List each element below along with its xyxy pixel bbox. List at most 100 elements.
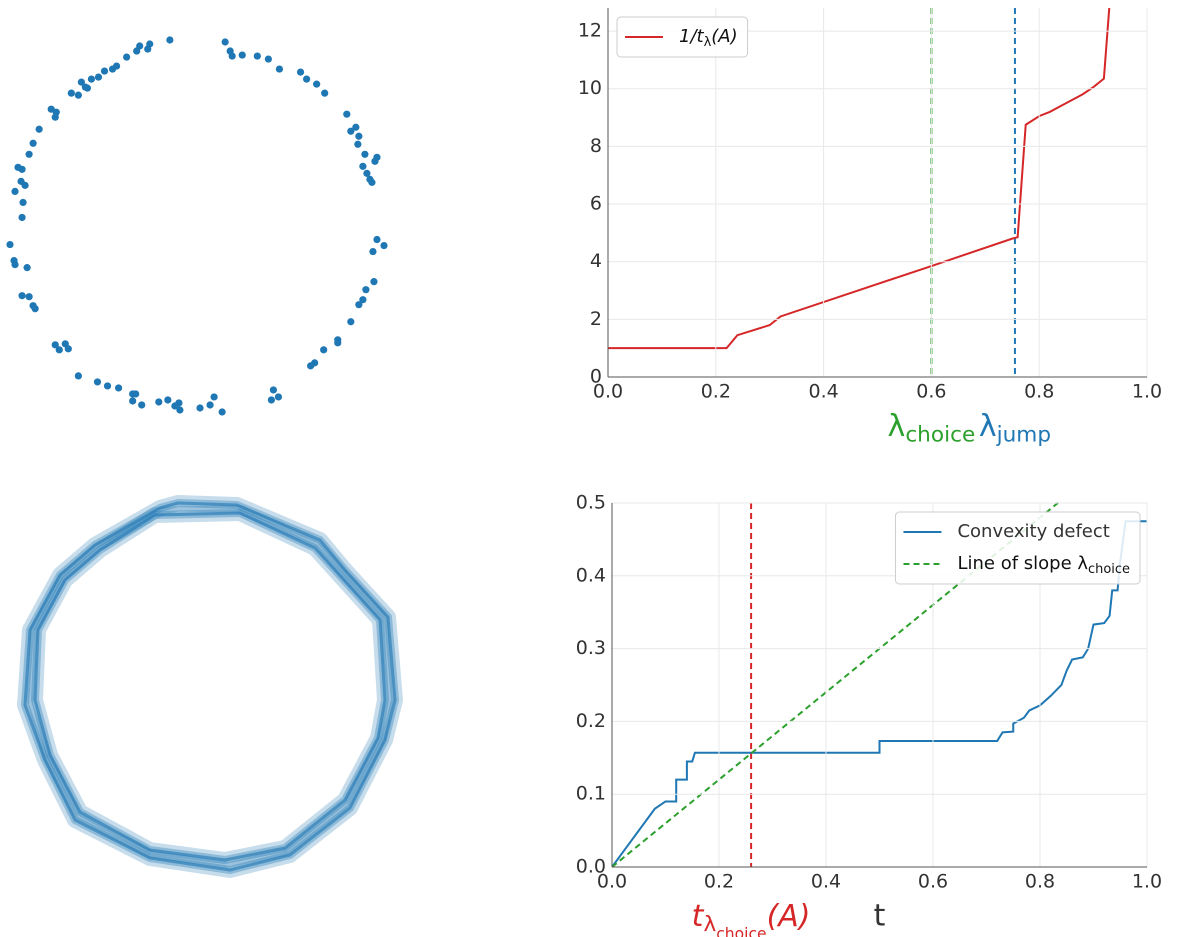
point (166, 36, 174, 44)
point (361, 150, 369, 158)
x-tick-label: 0.2 (701, 381, 731, 403)
point (123, 53, 131, 61)
x-tick-label: 0.8 (1025, 871, 1055, 893)
legend-label: Line of slope λchoice (957, 553, 1130, 577)
series-line (608, 7, 1111, 350)
point (347, 127, 355, 135)
x-tick-label: 0.4 (808, 381, 838, 403)
text-part: choice (716, 924, 766, 937)
point (362, 286, 370, 294)
y-tick-label: 6 (590, 193, 602, 215)
x-tick-label: 1.0 (1132, 871, 1162, 893)
point (155, 398, 163, 406)
plot-area (608, 7, 1111, 377)
point (321, 89, 329, 97)
point (29, 139, 37, 147)
point (31, 305, 39, 313)
point (18, 292, 26, 300)
point (138, 401, 146, 409)
point (368, 178, 376, 186)
point (359, 296, 367, 304)
point (380, 241, 388, 250)
text-part: λ (979, 409, 997, 444)
y-tick-label: 12 (578, 20, 602, 42)
point (210, 393, 218, 401)
point (108, 65, 117, 73)
x-tick-label: 1.0 (1132, 381, 1162, 403)
legend: 1/tλ(A) (616, 16, 749, 58)
point (221, 38, 229, 46)
point (218, 408, 226, 416)
point (370, 278, 378, 286)
x-tick-label: 0.6 (916, 381, 946, 403)
point (307, 362, 315, 370)
legend-frame (616, 16, 749, 58)
point (196, 404, 204, 412)
y-tick-label: 0.2 (576, 710, 606, 732)
point (114, 384, 123, 392)
point (343, 110, 351, 118)
y-tick-label: 0.0 (576, 856, 606, 878)
text-part: λ (703, 912, 716, 937)
point (320, 346, 328, 354)
text-part: 1/t (679, 26, 705, 47)
text-part: (A) (711, 26, 737, 47)
point (35, 125, 43, 133)
point (74, 91, 82, 99)
vline-label: λchoice (888, 409, 976, 448)
y-tick-label: 0.3 (576, 637, 606, 659)
legend-frame (894, 511, 1141, 585)
x-tick-label: 0.4 (811, 871, 841, 893)
point (275, 65, 284, 73)
text-part: Line of slope (957, 553, 1077, 574)
point (25, 150, 33, 158)
point (267, 396, 275, 404)
point (100, 67, 109, 75)
y-tick-label: 10 (578, 77, 602, 99)
point (133, 47, 141, 55)
point (238, 51, 246, 59)
point (25, 293, 33, 301)
point (359, 162, 367, 170)
point (354, 140, 362, 148)
point (352, 123, 360, 131)
x-tick-label: 0.0 (593, 381, 623, 403)
text-part: (A) (767, 899, 811, 934)
y-tick-label: 2 (590, 308, 602, 330)
point (87, 75, 96, 83)
point (253, 52, 261, 60)
text-part: λ (704, 35, 712, 50)
point (334, 339, 342, 347)
text-part: jump (996, 422, 1051, 447)
point (6, 240, 14, 249)
point (74, 372, 82, 380)
series-line (612, 520, 1147, 868)
point (18, 213, 26, 222)
point (94, 73, 103, 81)
point (347, 318, 355, 326)
text-part: choice (905, 422, 975, 447)
legend-label: Convexity defect (957, 521, 1109, 542)
point (175, 399, 183, 407)
legend: Convexity defect Line of slope λchoice (894, 511, 1141, 585)
text-part: λ (1077, 553, 1088, 574)
point (363, 169, 371, 177)
point (296, 68, 305, 76)
point (313, 80, 321, 88)
text-part: λ (888, 409, 906, 444)
x-axis-label: t (874, 899, 886, 934)
point (21, 181, 29, 189)
ring (23, 501, 397, 872)
y-tick-label: 0.4 (576, 564, 606, 586)
point (129, 397, 137, 405)
point (206, 401, 214, 409)
point (373, 235, 381, 244)
point (47, 105, 55, 113)
point (55, 346, 63, 354)
point (51, 341, 59, 349)
point (264, 55, 272, 63)
ring (33, 511, 387, 862)
point (176, 406, 184, 414)
point (355, 132, 363, 140)
